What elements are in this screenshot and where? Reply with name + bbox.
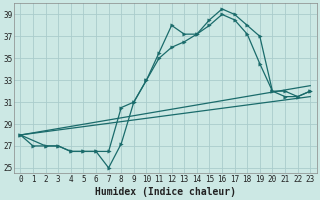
X-axis label: Humidex (Indice chaleur): Humidex (Indice chaleur) — [95, 186, 236, 197]
